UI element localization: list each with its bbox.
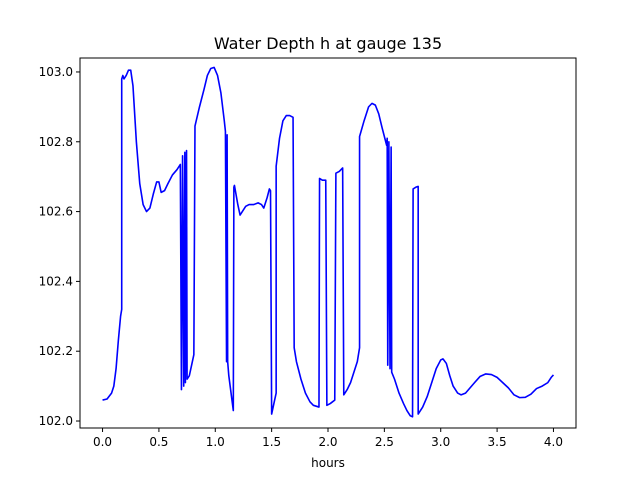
x-tick-label: 2.5	[375, 435, 394, 449]
x-tick-label: 2.0	[318, 435, 337, 449]
x-tick-label: 4.0	[544, 435, 563, 449]
series-line-0	[102, 66, 555, 418]
x-tick-label: 3.5	[488, 435, 507, 449]
x-axis: 0.0 0.5 1.0 1.5 2.0 2.5 3.0 3.5 4.0	[93, 428, 563, 449]
x-tick-label: 1.5	[262, 435, 281, 449]
y-tick-label: 102.0	[39, 414, 73, 428]
y-tick-label: 103.0	[39, 65, 73, 79]
x-axis-label: hours	[311, 456, 345, 470]
x-tick-label: 0.5	[149, 435, 168, 449]
x-tick-label: 0.0	[93, 435, 112, 449]
x-tick-label: 1.0	[206, 435, 225, 449]
y-tick-label: 102.8	[39, 135, 73, 149]
plot-area	[102, 66, 555, 418]
y-tick-label: 102.4	[39, 274, 73, 288]
chart-title: Water Depth h at gauge 135	[214, 34, 442, 53]
x-tick-label: 3.0	[431, 435, 450, 449]
y-tick-label: 102.6	[39, 205, 73, 219]
y-tick-label: 102.2	[39, 344, 73, 358]
y-axis: 102.0 102.2 102.4 102.6 102.8 103.0	[39, 65, 80, 428]
